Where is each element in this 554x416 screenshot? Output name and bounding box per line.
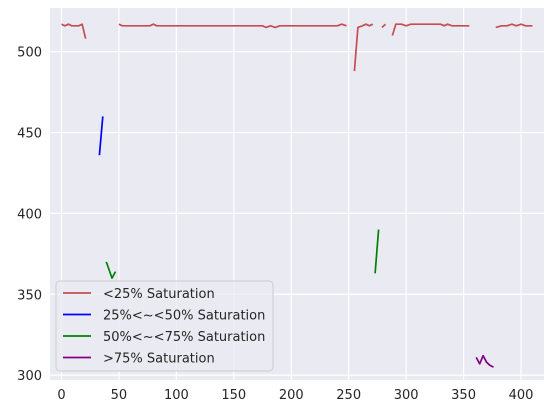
legend-label: 25%<~<50% Saturation (103, 309, 265, 324)
x-tick-label: 400 (509, 388, 534, 403)
series-line (475, 354, 494, 368)
y-tick-label: 350 (17, 288, 42, 303)
series-4 (475, 354, 494, 368)
series-1 (61, 23, 533, 72)
series-group (61, 23, 533, 368)
series-line (391, 23, 470, 36)
grid (50, 8, 544, 380)
series-2 (98, 116, 104, 156)
x-tick-label: 250 (336, 388, 361, 403)
series-line (353, 23, 374, 72)
series-line (495, 23, 533, 29)
x-tick-label: 350 (451, 388, 476, 403)
legend-label: <25% Saturation (103, 287, 215, 302)
x-tick-label: 300 (394, 388, 419, 403)
series-3 (105, 229, 380, 279)
x-tick-label: 200 (279, 388, 304, 403)
y-tick-label: 500 (17, 46, 42, 61)
y-tick-label: 300 (17, 369, 42, 384)
legend: <25% Saturation 25%<~<50% Saturation 50%<~… (55, 280, 274, 372)
series-line (105, 261, 117, 279)
series-line (374, 229, 380, 274)
x-tick-label: 150 (221, 388, 246, 403)
x-axis: 0 50 100 150 200 250 300 350 400 (57, 388, 533, 403)
y-tick-label: 400 (17, 207, 42, 222)
y-axis: 300 350 400 450 500 (17, 46, 42, 384)
x-tick-label: 100 (164, 388, 189, 403)
series-line (61, 23, 87, 39)
series-line (98, 116, 104, 156)
legend-label: 50%<~<75% Saturation (103, 330, 265, 345)
x-tick-label: 50 (111, 388, 128, 403)
legend-label: >75% Saturation (103, 352, 215, 367)
legend-box (55, 280, 274, 372)
series-line (118, 23, 347, 29)
x-tick-label: 0 (57, 388, 65, 403)
series-line (381, 23, 387, 29)
y-tick-label: 450 (17, 127, 42, 142)
